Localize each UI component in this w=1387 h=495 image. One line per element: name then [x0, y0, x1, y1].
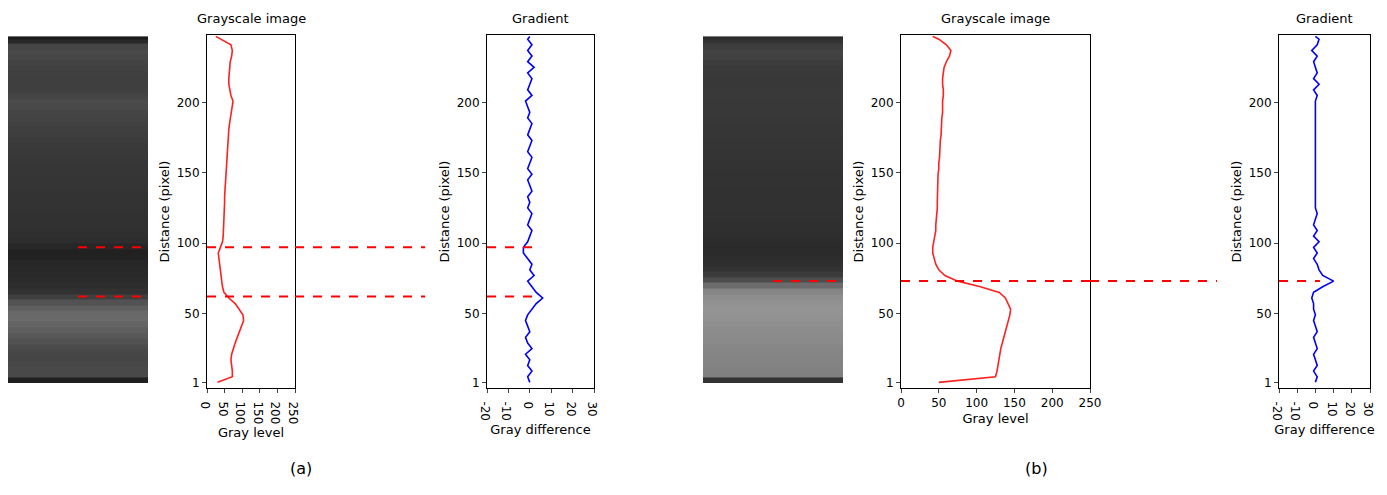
svg-text:Gray difference: Gray difference: [1274, 422, 1374, 437]
svg-text:50: 50: [216, 401, 230, 416]
svg-text:50: 50: [931, 396, 946, 410]
svg-text:-20: -20: [478, 401, 492, 421]
svg-text:100: 100: [177, 236, 200, 250]
svg-text:100: 100: [233, 401, 247, 424]
svg-text:200: 200: [1041, 396, 1064, 410]
svg-text:150: 150: [251, 401, 265, 424]
svg-text:Gradient: Gradient: [1296, 11, 1353, 26]
svg-text:100: 100: [965, 396, 988, 410]
svg-text:0: 0: [198, 401, 212, 409]
svg-text:150: 150: [1249, 166, 1272, 180]
svg-text:1: 1: [472, 376, 480, 390]
svg-text:1: 1: [192, 376, 200, 390]
svg-text:100: 100: [457, 236, 480, 250]
svg-text:150: 150: [177, 166, 200, 180]
svg-text:100: 100: [1249, 236, 1272, 250]
svg-text:0: 0: [897, 396, 905, 410]
svg-text:150: 150: [1003, 396, 1026, 410]
svg-text:Gray level: Gray level: [962, 411, 1028, 426]
svg-text:50: 50: [184, 307, 199, 321]
svg-text:200: 200: [177, 96, 200, 110]
svg-text:30: 30: [1361, 401, 1375, 416]
svg-text:(b): (b): [1025, 459, 1048, 478]
svg-text:Gradient: Gradient: [512, 11, 569, 26]
svg-text:0: 0: [1306, 401, 1320, 409]
svg-text:250: 250: [286, 401, 300, 424]
svg-text:250: 250: [1079, 396, 1102, 410]
svg-text:Distance (pixel): Distance (pixel): [1229, 161, 1244, 263]
svg-text:10: 10: [542, 401, 556, 416]
svg-text:150: 150: [457, 166, 480, 180]
svg-text:-10: -10: [499, 401, 513, 421]
svg-text:20: 20: [564, 401, 578, 416]
svg-text:50: 50: [1256, 307, 1271, 321]
svg-text:100: 100: [871, 236, 894, 250]
svg-text:Gray difference: Gray difference: [490, 422, 590, 437]
svg-text:-10: -10: [1288, 401, 1302, 421]
svg-text:10: 10: [1325, 401, 1339, 416]
svg-text:200: 200: [457, 96, 480, 110]
svg-text:200: 200: [1249, 96, 1272, 110]
svg-text:1: 1: [1264, 376, 1272, 390]
svg-text:-20: -20: [1270, 401, 1284, 421]
svg-text:Gray level: Gray level: [218, 425, 284, 440]
svg-text:0: 0: [521, 401, 535, 409]
svg-text:Grayscale image: Grayscale image: [941, 11, 1050, 26]
svg-text:1: 1: [886, 376, 894, 390]
svg-text:Distance (pixel): Distance (pixel): [437, 161, 452, 263]
svg-text:20: 20: [1343, 401, 1357, 416]
svg-text:200: 200: [871, 96, 894, 110]
svg-text:Grayscale image: Grayscale image: [197, 11, 306, 26]
svg-text:30: 30: [585, 401, 599, 416]
svg-text:150: 150: [871, 166, 894, 180]
svg-text:Distance (pixel): Distance (pixel): [851, 161, 866, 263]
svg-text:50: 50: [878, 307, 893, 321]
svg-text:Distance (pixel): Distance (pixel): [157, 161, 172, 263]
svg-text:50: 50: [464, 307, 479, 321]
svg-text:200: 200: [268, 401, 282, 424]
svg-text:(a): (a): [290, 459, 312, 478]
